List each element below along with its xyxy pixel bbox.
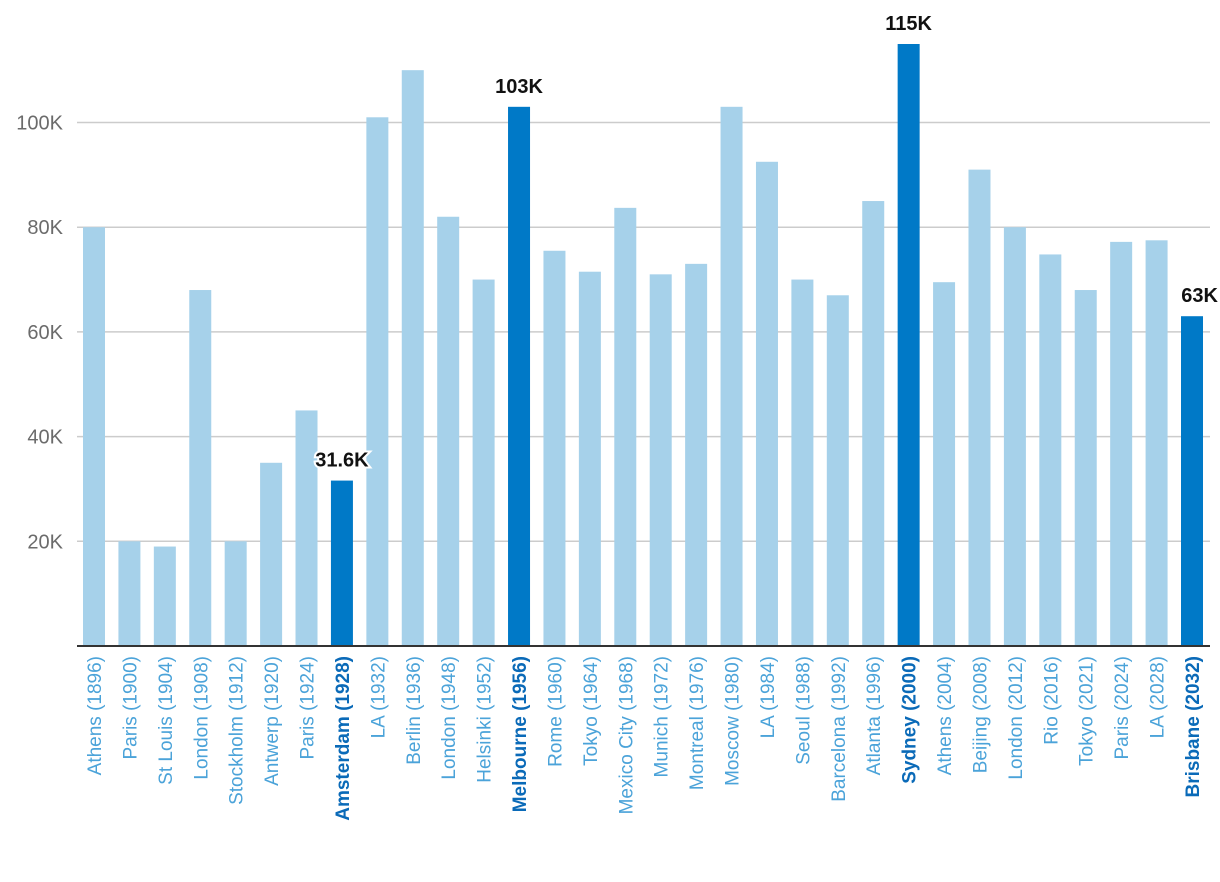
bar [791,279,814,646]
bar [472,279,495,646]
bar [649,274,672,646]
x-tick-label: Seoul (1988) [793,656,814,765]
y-tick-label: 80K [27,217,63,239]
x-axis-ticks: Athens (1896) Paris (1900) St Louis (1904)… [85,656,1204,821]
bars [83,44,1203,647]
y-tick-label: 60K [27,322,63,344]
data-label: 63K [1181,285,1218,307]
x-tick-label: London (1908) [191,656,212,780]
x-tick-label: Rome (1960) [545,656,566,767]
x-tick-label: Mexico City (1968) [616,656,637,814]
bar [1039,254,1062,646]
x-tick-label: Athens (2004) [935,656,956,775]
bar [826,295,849,646]
data-labels: 31.6K 103K 115K 63K [313,11,1220,474]
bar [897,44,920,646]
bar [153,546,176,646]
y-tick-label: 20K [27,531,63,553]
bar [83,227,105,646]
x-tick-label: Beijing (2008) [970,656,991,773]
bar [933,282,956,646]
x-tick-label: Atlanta (1996) [864,656,885,775]
bar [1003,227,1026,646]
x-tick-label: LA (2028) [1148,656,1169,738]
data-label: 103K [495,76,543,98]
x-tick-label: Stockholm (1912) [227,656,248,805]
x-tick-label: LA (1932) [368,656,389,738]
bar [1110,241,1133,646]
bar [1181,316,1203,646]
x-tick-label: Berlin (1936) [404,656,425,765]
x-tick-label: LA (1984) [758,656,779,738]
bar [614,207,637,646]
x-tick-label: Munich (1972) [652,656,673,777]
x-tick-label: Sydney (2000) [900,656,921,784]
x-tick-label: Amsterdam (1928) [333,656,354,821]
bar [401,70,424,647]
bar [755,161,778,647]
bar [1074,290,1097,646]
bar [224,541,247,646]
bar [1145,240,1168,646]
x-tick-label: Tokyo (1964) [581,656,602,766]
y-tick-label: 100K [16,113,63,135]
bar [437,216,460,646]
x-tick-label: Barcelona (1992) [829,656,850,802]
x-tick-label: Helsinki (1952) [475,656,496,783]
bar [968,169,991,647]
bar [685,263,708,646]
y-tick-label: 40K [27,427,63,449]
bar [578,271,601,646]
x-tick-label: London (1948) [439,656,460,780]
data-label: 115K [885,13,932,35]
x-tick-label: Moscow (1980) [723,656,744,786]
x-tick-label: London (2012) [1006,656,1027,780]
x-tick-label: Tokyo (2021) [1077,656,1098,766]
x-tick-label: St Louis (1904) [156,656,177,785]
bar [508,106,531,647]
x-tick-label: Athens (1896) [85,656,106,775]
x-tick-label: Paris (1900) [120,656,141,760]
x-tick-label: Brisbane (2032) [1183,656,1204,798]
bar [189,290,212,646]
x-tick-label: Paris (1924) [298,656,319,760]
bar [260,462,283,646]
bar [118,541,141,646]
y-axis-ticks: 20K 40K 60K 80K 100K [16,113,63,554]
x-tick-label: Montreal (1976) [687,656,708,790]
x-tick-label: Rio (2016) [1041,656,1062,745]
bar [330,480,353,646]
bar [295,410,318,646]
bar [543,250,566,646]
bar [366,117,389,646]
x-tick-label: Antwerp (1920) [262,656,283,786]
x-tick-label: Melbourne (1956) [510,656,531,812]
bar [862,201,885,647]
x-tick-label: Paris (2024) [1112,656,1133,760]
data-label: 31.6K [315,450,369,472]
bar [720,106,743,647]
